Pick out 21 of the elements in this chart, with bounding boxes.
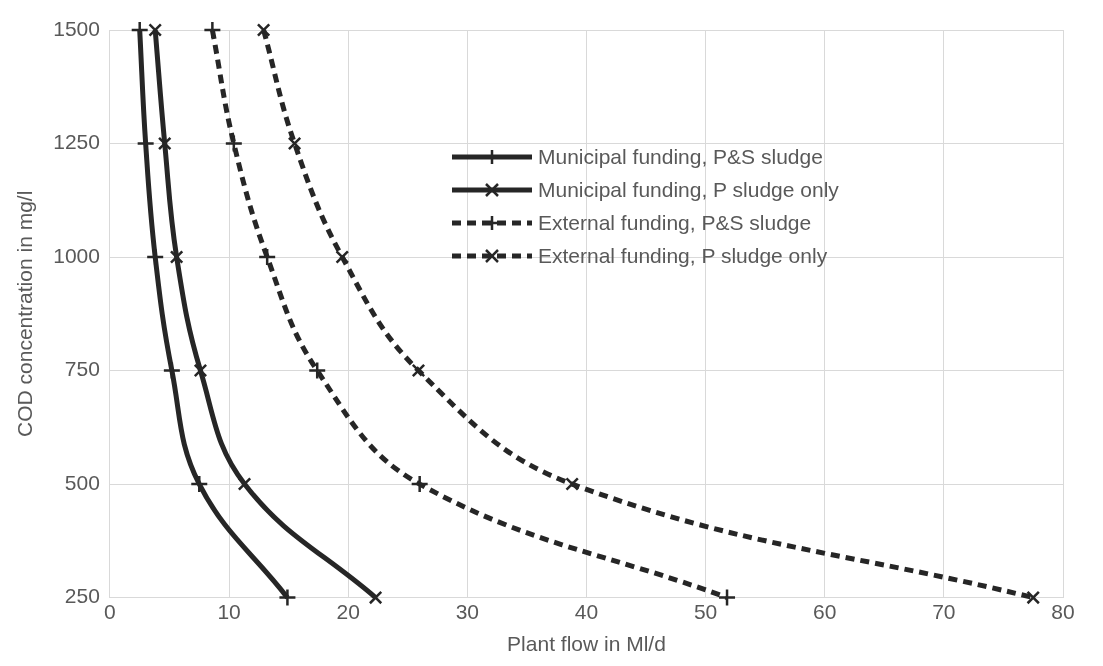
y-tick-label: 750 xyxy=(64,357,100,381)
x-axis-title: Plant flow in Ml/d xyxy=(507,632,666,656)
legend-label: External funding, P sludge only xyxy=(538,243,828,268)
legend-label: Municipal funding, P sludge only xyxy=(538,177,839,202)
y-tick-label: 1500 xyxy=(53,16,100,40)
legend-label: Municipal funding, P&S sludge xyxy=(538,144,823,169)
x-tick-label: 50 xyxy=(693,600,718,623)
x-tick-label: 20 xyxy=(336,600,360,623)
y-tick-label: 250 xyxy=(64,584,100,608)
x-tick-label: 0 xyxy=(104,600,116,623)
x-tick-label: 10 xyxy=(217,600,241,623)
y-tick-label: 1250 xyxy=(53,130,100,154)
x-tick-label: 30 xyxy=(455,600,479,623)
legend-label: External funding, P&S sludge xyxy=(538,210,812,235)
y-axis-title: COD concentration in mg/l xyxy=(13,190,37,437)
x-tick-label: 40 xyxy=(574,600,599,623)
y-tick-label: 1000 xyxy=(53,243,100,267)
x-tick-label: 70 xyxy=(932,600,956,623)
x-tick-label: 80 xyxy=(1051,600,1075,623)
x-tick-label: 60 xyxy=(813,600,837,623)
y-tick-label: 500 xyxy=(64,470,100,494)
